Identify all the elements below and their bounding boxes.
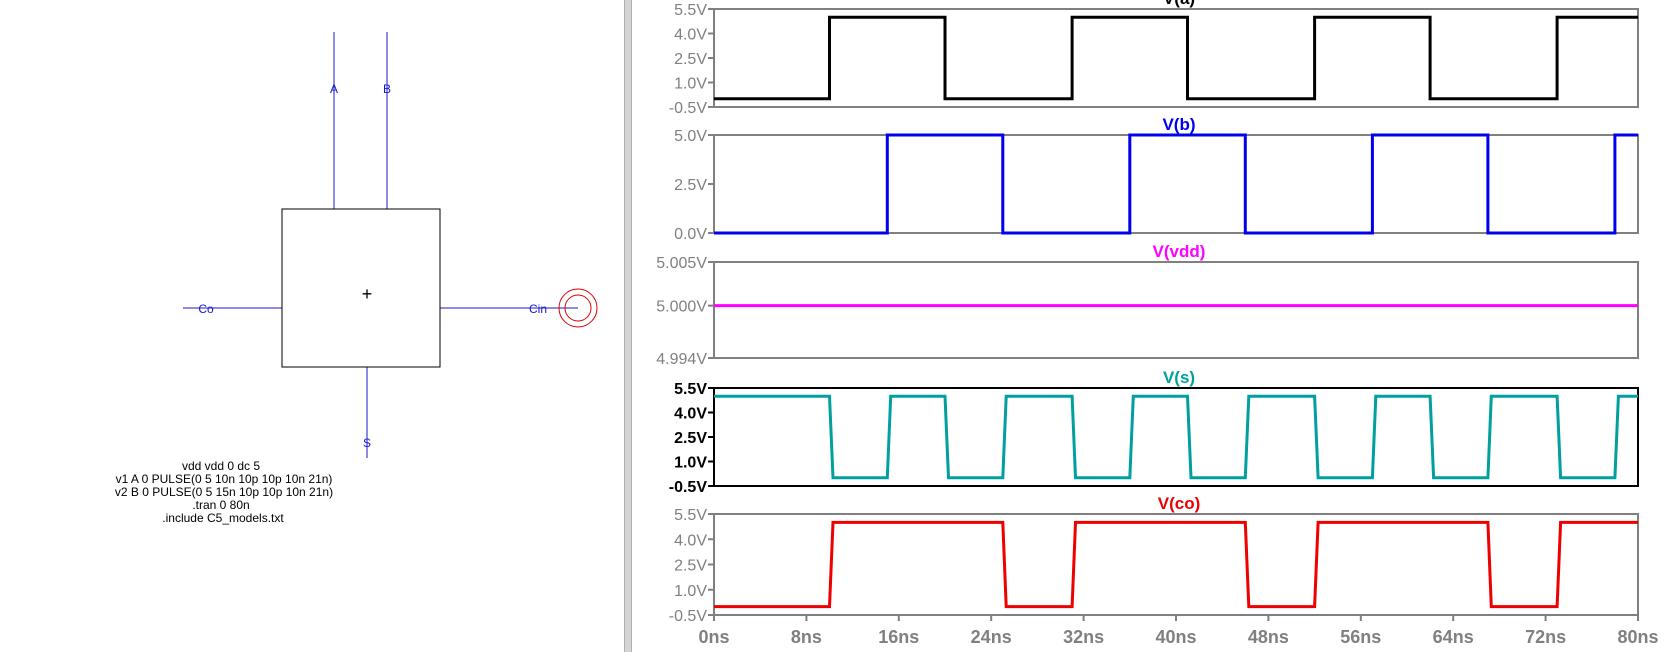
pane-splitter[interactable]	[624, 0, 632, 652]
y-tick-label: 2.5V	[674, 558, 707, 575]
x-tick-label: 64ns	[1433, 627, 1474, 647]
trace-title[interactable]: V(s)	[1163, 368, 1195, 387]
y-tick-label: -0.5V	[669, 608, 708, 625]
pin-label-co: Co	[198, 302, 214, 316]
y-tick-label: -0.5V	[669, 479, 708, 496]
plot-pane-frame[interactable]	[713, 8, 1639, 108]
x-tick-label: 32ns	[1063, 627, 1104, 647]
pin-label-b: B	[383, 82, 391, 96]
y-tick-label: 1.0V	[674, 583, 707, 600]
y-tick-label: 5.005V	[656, 255, 707, 272]
y-tick-label: 5.5V	[674, 2, 707, 19]
trace-line[interactable]	[714, 394, 1638, 480]
y-tick-label: 5.0V	[674, 128, 707, 145]
waveform-viewer[interactable]: 5.5V 4.0V 2.5V 1.0V -0.5V V(a) 5.0V 2.5V 0.0V V(b…	[632, 0, 1665, 652]
pin-label-cin: Cin	[529, 302, 547, 316]
x-tick-label: 16ns	[878, 627, 919, 647]
y-tick-label: 1.0V	[674, 76, 707, 93]
x-tick-label: 48ns	[1248, 627, 1289, 647]
directive-line: vdd vdd 0 dc 5	[182, 459, 260, 473]
x-tick-label: 40ns	[1155, 627, 1196, 647]
pin-label-s: S	[363, 436, 371, 450]
plot-pane-frame[interactable]	[713, 261, 1639, 359]
x-tick-label: 72ns	[1525, 627, 1566, 647]
y-tick-label: -0.5V	[669, 100, 708, 117]
plot-pane-frame[interactable]	[713, 387, 1639, 487]
directive-line: .include C5_models.txt	[162, 511, 284, 525]
y-tick-label: 5.5V	[674, 381, 707, 398]
x-tick-label: 0ns	[698, 627, 729, 647]
y-tick-label: 2.5V	[674, 177, 707, 194]
y-tick-label: 2.5V	[674, 430, 707, 447]
trace-title[interactable]: V(b)	[1162, 115, 1195, 134]
block-origin-marker: +	[362, 284, 373, 304]
plot-pane-frame[interactable]	[713, 513, 1639, 616]
y-tick-label: 4.994V	[656, 351, 707, 368]
x-tick-label: 56ns	[1340, 627, 1381, 647]
y-tick-label: 4.0V	[674, 406, 707, 423]
directive-line: v1 A 0 PULSE(0 5 10n 10p 10p 10n 21n)	[116, 472, 333, 486]
x-tick-label: 24ns	[971, 627, 1012, 647]
y-tick-label: 1.0V	[674, 455, 707, 472]
y-tick-label: 4.0V	[674, 27, 707, 44]
x-tick-label: 80ns	[1617, 627, 1658, 647]
trace-title[interactable]: V(vdd)	[1153, 242, 1206, 261]
trace-line[interactable]	[714, 133, 1638, 235]
plot-pane-frame[interactable]	[713, 134, 1639, 234]
trace-title[interactable]: V(co)	[1158, 494, 1201, 513]
adder-block[interactable]	[281, 208, 441, 368]
y-tick-label: 0.0V	[674, 226, 707, 243]
directive-line: .tran 0 80n	[192, 498, 249, 512]
spice-directives[interactable]: vdd vdd 0 dc 5 v1 A 0 PULSE(0 5 10n 10p …	[115, 459, 333, 525]
y-tick-label: 2.5V	[674, 51, 707, 68]
pin-label-a: A	[330, 82, 338, 96]
trace-line[interactable]	[714, 15, 1638, 101]
x-tick-label: 8ns	[791, 627, 822, 647]
trace-line[interactable]	[714, 520, 1638, 609]
schematic-canvas[interactable]: + A B Co Cin S vdd vdd 0 dc 5 v1 A 0 PUL…	[0, 0, 630, 652]
y-tick-label: 5.5V	[674, 507, 707, 524]
directive-line: v2 B 0 PULSE(0 5 15n 10p 10p 10n 21n)	[115, 485, 333, 499]
waveform-canvas[interactable]: 5.5V 4.0V 2.5V 1.0V -0.5V V(a) 5.0V 2.5V 0.0V V(b…	[632, 0, 1665, 652]
probe-cursor-icon	[558, 288, 598, 328]
y-tick-label: 5.000V	[656, 299, 707, 316]
trace-title[interactable]: V(a)	[1163, 0, 1195, 8]
y-tick-label: 4.0V	[674, 532, 707, 549]
schematic-editor[interactable]: + A B Co Cin S vdd vdd 0 dc 5 v1 A 0 PUL…	[0, 0, 630, 652]
